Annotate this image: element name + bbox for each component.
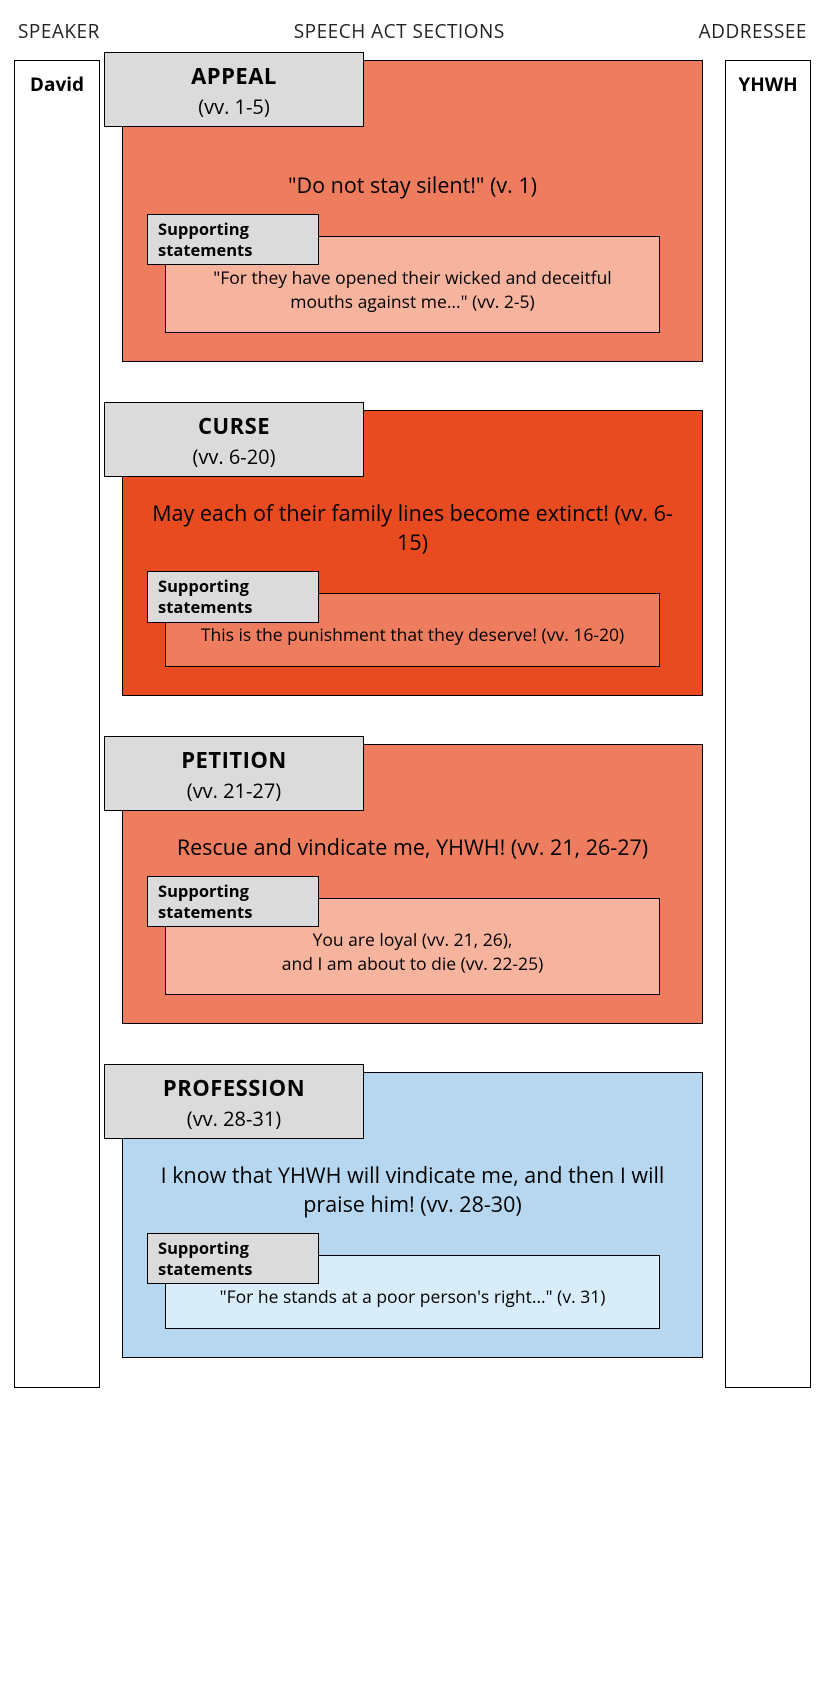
section-curse: CURSE(vv. 6-20)May each of their family … — [122, 410, 703, 696]
section-main-text: May each of their family lines become ex… — [147, 499, 678, 557]
section-main-text: Rescue and vindicate me, YHWH! (vv. 21, … — [147, 833, 678, 862]
support-wrap: Supporting statementsThis is the punishm… — [165, 593, 660, 667]
addressee-column: YHWH — [725, 60, 811, 1388]
support-label: Supporting statements — [147, 571, 319, 622]
section-verses: (vv. 21-27) — [115, 777, 353, 804]
section-verses: (vv. 1-5) — [115, 93, 353, 120]
support-wrap: Supporting statements"For they have open… — [165, 236, 660, 333]
section-title: CURSE — [115, 411, 353, 441]
diagram-columns: David APPEAL(vv. 1-5) "Do not stay silent… — [14, 60, 811, 1388]
section-main-text: I know that YHWH will vindicate me, and … — [147, 1161, 678, 1219]
section-label: PETITION(vv. 21-27) — [104, 736, 364, 811]
section-title: APPEAL — [115, 61, 353, 91]
section-title: PETITION — [115, 745, 353, 775]
header-speaker: SPEAKER — [18, 18, 100, 44]
sections-column: APPEAL(vv. 1-5) "Do not stay silent!" (v.… — [100, 60, 725, 1388]
section-label: CURSE(vv. 6-20) — [104, 402, 364, 477]
speaker-name: David — [15, 71, 99, 97]
addressee-name: YHWH — [726, 71, 810, 97]
section-petition: PETITION(vv. 21-27)Rescue and vindicate … — [122, 744, 703, 1024]
header-addressee: ADDRESSEE — [699, 18, 807, 44]
support-wrap: Supporting statementsYou are loyal (vv. … — [165, 898, 660, 995]
section-label: APPEAL(vv. 1-5) — [104, 52, 364, 127]
section-verses: (vv. 28-31) — [115, 1105, 353, 1132]
support-wrap: Supporting statements"For he stands at a… — [165, 1255, 660, 1329]
support-label: Supporting statements — [147, 214, 319, 265]
support-label: Supporting statements — [147, 876, 319, 927]
section-title: PROFESSION — [115, 1073, 353, 1103]
section-main-text: "Do not stay silent!" (v. 1) — [147, 171, 678, 200]
section-label: PROFESSION(vv. 28-31) — [104, 1064, 364, 1139]
section-profession: PROFESSION(vv. 28-31)I know that YHWH wi… — [122, 1072, 703, 1358]
speaker-column: David — [14, 60, 100, 1388]
section-verses: (vv. 6-20) — [115, 443, 353, 470]
support-label: Supporting statements — [147, 1233, 319, 1284]
header-center: SPEECH ACT SECTIONS — [294, 18, 505, 44]
section-appeal: APPEAL(vv. 1-5)"Do not stay silent!" (v.… — [122, 60, 703, 362]
